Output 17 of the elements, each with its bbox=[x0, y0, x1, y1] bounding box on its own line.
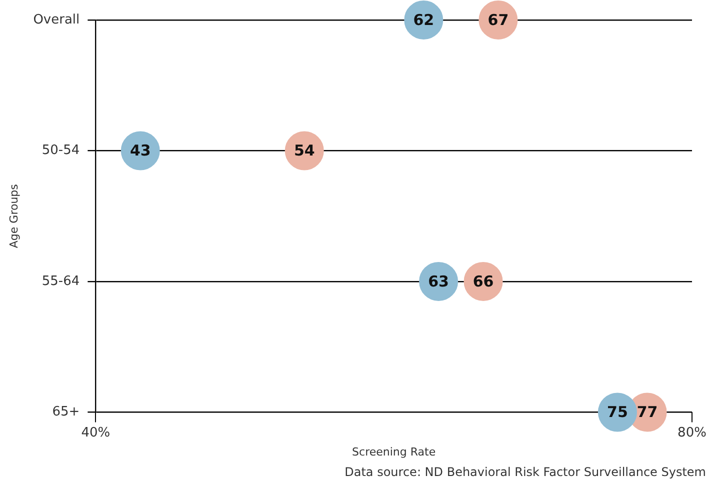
data-label: 63 bbox=[428, 272, 449, 290]
data-label: 54 bbox=[294, 142, 315, 160]
y-axis-title: Age Groups bbox=[7, 184, 20, 248]
data-label: 75 bbox=[607, 403, 628, 422]
y-tick-label: 50-54 bbox=[42, 143, 80, 158]
data-label: 43 bbox=[130, 142, 151, 160]
data-label: 62 bbox=[413, 10, 434, 29]
x-tick-label: 40% bbox=[81, 425, 110, 440]
annotation: Data source: ND Behavioral Risk Factor Surveillance System bbox=[344, 465, 706, 479]
data-label: 77 bbox=[636, 403, 658, 422]
y-tick-label: 55-64 bbox=[42, 274, 80, 289]
data-label: 67 bbox=[488, 10, 509, 29]
x-tick-label: 80% bbox=[678, 425, 706, 440]
y-tick-label: 65+ bbox=[52, 404, 80, 420]
y-tick-label: Overall bbox=[33, 12, 80, 28]
x-axis-title: Screening Rate bbox=[352, 445, 436, 458]
data-label: 66 bbox=[472, 272, 494, 290]
